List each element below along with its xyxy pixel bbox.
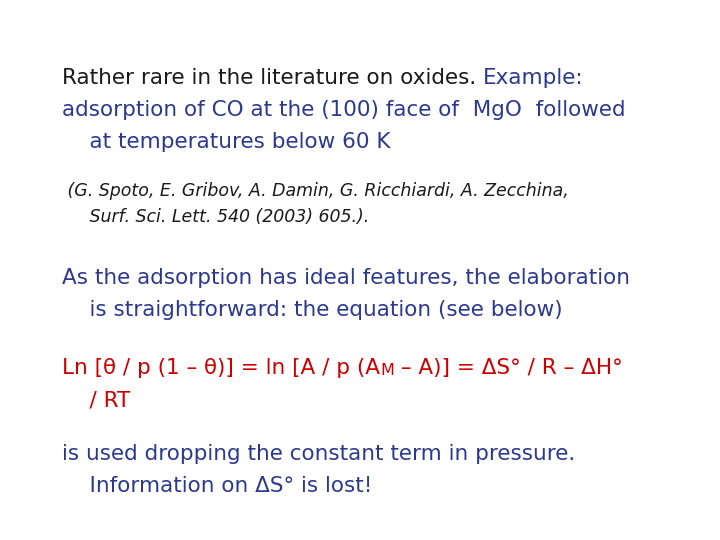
Text: (G. Spoto, E. Gribov, A. Damin, G. Ricchiardi, A. Zecchina,: (G. Spoto, E. Gribov, A. Damin, G. Ricch… bbox=[62, 182, 569, 200]
Text: at temperatures below 60 K: at temperatures below 60 K bbox=[62, 132, 390, 152]
Text: As the adsorption has ideal features, the elaboration: As the adsorption has ideal features, th… bbox=[62, 268, 630, 288]
Text: Information on ΔS° is lost!: Information on ΔS° is lost! bbox=[62, 476, 372, 496]
Text: Ln [θ / p (1 – θ)] = ln [A / p (A: Ln [θ / p (1 – θ)] = ln [A / p (A bbox=[62, 358, 380, 378]
Text: – A)] = ΔS° / R – ΔH°: – A)] = ΔS° / R – ΔH° bbox=[394, 358, 623, 378]
Text: Rather rare in the literature on oxides.: Rather rare in the literature on oxides. bbox=[62, 68, 483, 88]
Text: / RT: / RT bbox=[62, 390, 130, 410]
Text: Surf. Sci. Lett. 540 (2003) 605.).: Surf. Sci. Lett. 540 (2003) 605.). bbox=[62, 208, 369, 226]
Text: adsorption of CO at the (100) face of  MgO  followed: adsorption of CO at the (100) face of Mg… bbox=[62, 100, 626, 120]
Text: M: M bbox=[380, 363, 394, 378]
Text: is used dropping the constant term in pressure.: is used dropping the constant term in pr… bbox=[62, 444, 575, 464]
Text: Example:: Example: bbox=[483, 68, 584, 88]
Text: is straightforward: the equation (see below): is straightforward: the equation (see be… bbox=[62, 300, 562, 320]
